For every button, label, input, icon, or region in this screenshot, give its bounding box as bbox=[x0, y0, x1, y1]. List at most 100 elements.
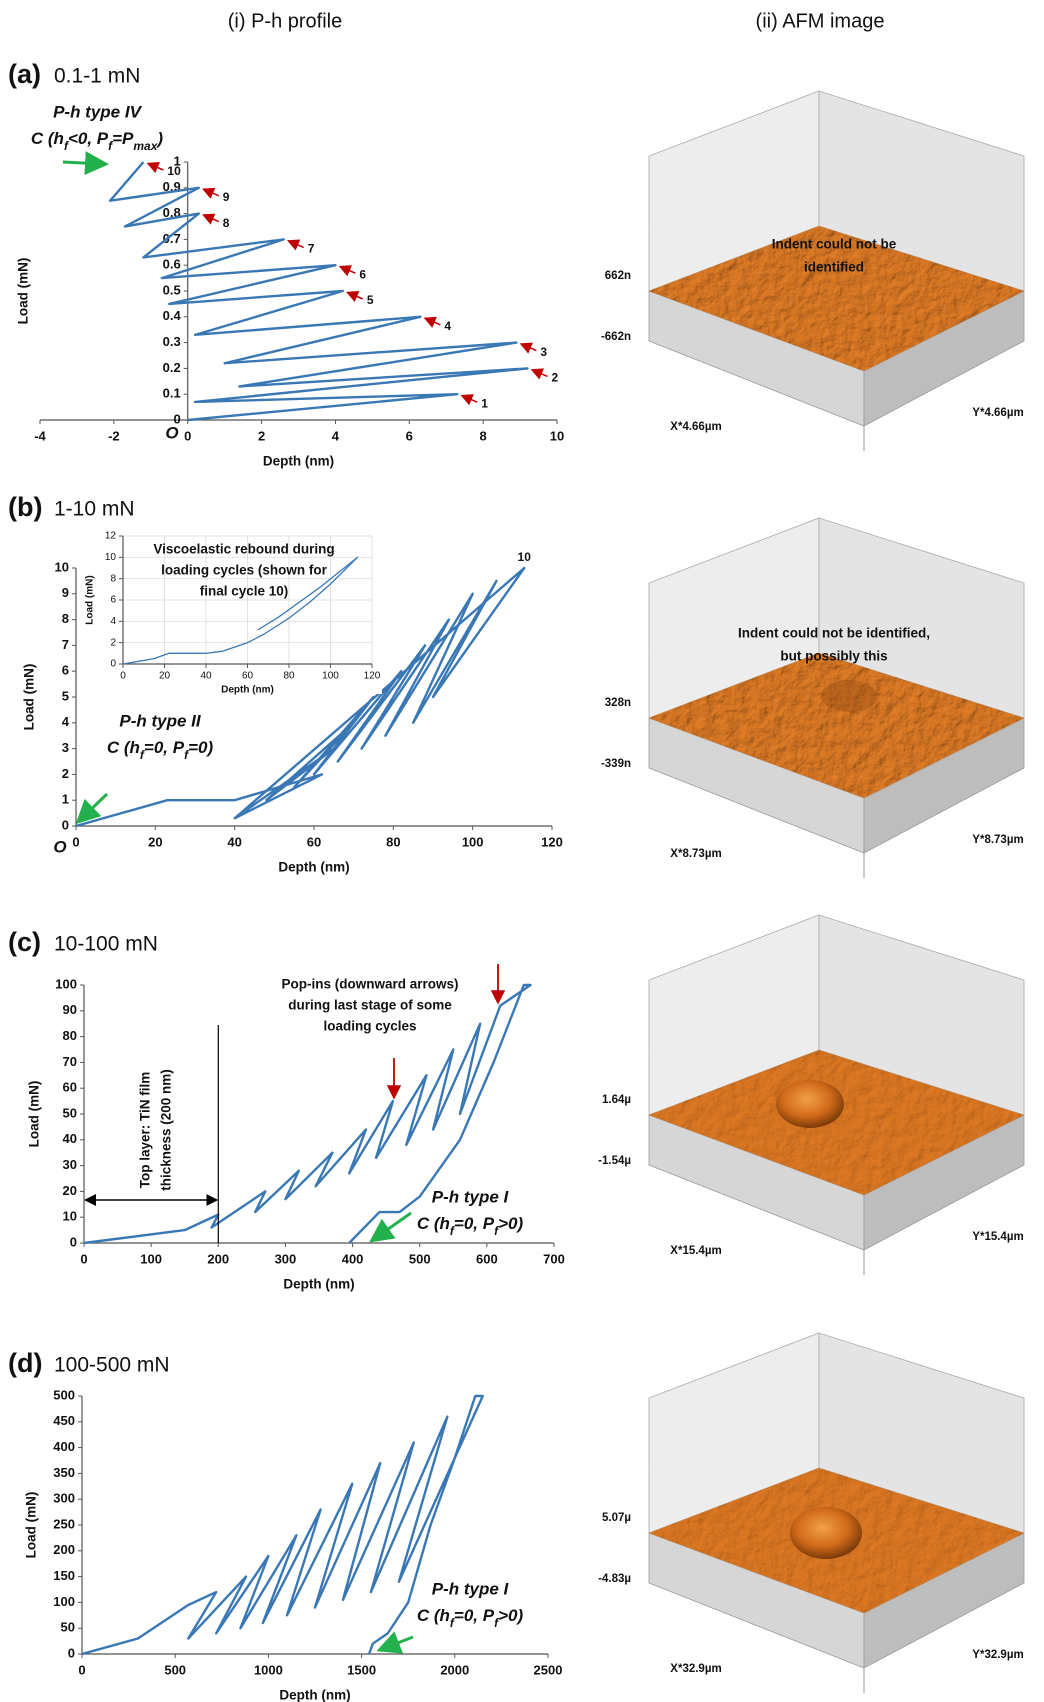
x-axis-label: Depth (nm) bbox=[279, 1688, 350, 1702]
x-tick-label: 40 bbox=[200, 671, 212, 682]
x-tick-label: 100 bbox=[322, 671, 339, 682]
x-tick-label: 120 bbox=[364, 671, 381, 682]
y-tick-label: 500 bbox=[53, 1387, 75, 1402]
y-tick-label: 50 bbox=[63, 1105, 77, 1120]
afm-note: identified bbox=[804, 260, 864, 275]
afm-note: but possibly this bbox=[780, 649, 887, 664]
y-tick-label: 7 bbox=[62, 637, 69, 652]
origin-label: O bbox=[53, 837, 66, 856]
inset-note: Viscoelastic rebound during bbox=[153, 542, 334, 557]
afm-z-bottom: -1.54µ bbox=[598, 1155, 631, 1167]
x-tick-label: 100 bbox=[462, 834, 484, 849]
load-range: 10-100 mN bbox=[54, 933, 158, 956]
condition-label: C (hf=0, Pf>0) bbox=[417, 1214, 524, 1238]
y-tick-label: 0.4 bbox=[163, 308, 182, 323]
cycle-arrow bbox=[205, 190, 219, 196]
x-tick-label: 40 bbox=[227, 834, 241, 849]
afm-x-label: X*15.4µm bbox=[670, 1245, 721, 1257]
inset-note: final cycle 10) bbox=[200, 584, 289, 599]
x-tick-label: 1000 bbox=[254, 1662, 283, 1677]
type-label: P-h type IV bbox=[53, 102, 143, 121]
pointer-arrow bbox=[382, 1637, 413, 1649]
y-tick-label: 450 bbox=[53, 1413, 75, 1428]
y-tick-label: 8 bbox=[110, 573, 116, 584]
y-tick-label: 5 bbox=[62, 688, 69, 703]
type-label: P-h type II bbox=[119, 711, 202, 730]
afm-indent bbox=[790, 1507, 862, 1559]
x-tick-label: 400 bbox=[342, 1251, 364, 1266]
afm-z-bottom: -4.83µ bbox=[598, 1573, 631, 1585]
x-tick-label: 4 bbox=[332, 428, 340, 443]
y-tick-label: 0.7 bbox=[163, 231, 181, 246]
y-tick-label: 0 bbox=[68, 1645, 75, 1660]
afm-z-top: 328n bbox=[605, 697, 631, 709]
afm-z-top: 662n bbox=[605, 270, 631, 282]
popin-note: Pop-ins (downward arrows) bbox=[281, 977, 458, 992]
x-tick-label: 300 bbox=[275, 1251, 297, 1266]
x-tick-label: 80 bbox=[386, 834, 400, 849]
text-part: =0, P bbox=[454, 1606, 495, 1625]
y-axis-label: Load (mN) bbox=[27, 1081, 42, 1148]
y-tick-label: 4 bbox=[62, 714, 70, 729]
x-tick-label: 0 bbox=[120, 671, 126, 682]
cycle-label: 10 bbox=[518, 550, 532, 564]
pointer-arrow bbox=[374, 1213, 411, 1239]
y-tick-label: 0 bbox=[70, 1234, 77, 1249]
x-tick-label: 8 bbox=[480, 428, 487, 443]
x-tick-label: 0 bbox=[72, 834, 79, 849]
y-tick-label: 100 bbox=[53, 1594, 75, 1609]
type-label: P-h type I bbox=[432, 1187, 510, 1206]
popin-note: during last stage of some bbox=[288, 998, 452, 1013]
x-tick-label: 0 bbox=[78, 1662, 85, 1677]
load-range: 0.1-1 mN bbox=[54, 65, 140, 88]
y-tick-label: 40 bbox=[63, 1131, 77, 1146]
x-tick-label: 10 bbox=[550, 428, 564, 443]
panel-label: (b) bbox=[8, 492, 42, 522]
y-tick-label: 20 bbox=[63, 1183, 77, 1198]
x-tick-label: 0 bbox=[80, 1251, 87, 1266]
film-note: thickness (200 nm) bbox=[159, 1069, 174, 1191]
y-tick-label: 6 bbox=[62, 663, 69, 678]
pointer-arrow bbox=[63, 162, 103, 164]
origin-label: O bbox=[165, 423, 178, 442]
x-tick-label: 6 bbox=[406, 428, 413, 443]
x-tick-label: 100 bbox=[140, 1251, 162, 1266]
afm-note: Indent could not be identified, bbox=[738, 626, 930, 641]
text-part: ) bbox=[155, 129, 163, 148]
panel-label: (d) bbox=[8, 1348, 42, 1378]
y-tick-label: 1 bbox=[62, 792, 69, 807]
y-tick-label: 10 bbox=[105, 552, 117, 563]
cycle-label: 6 bbox=[359, 267, 366, 281]
y-tick-label: 8 bbox=[62, 611, 69, 626]
cycle-label: 7 bbox=[308, 242, 315, 256]
y-axis-label: Load (mN) bbox=[22, 664, 37, 731]
cycle-label: 10 bbox=[167, 164, 181, 178]
y-tick-label: 12 bbox=[105, 531, 117, 542]
afm-x-label: X*8.73µm bbox=[670, 848, 721, 860]
x-tick-label: 2 bbox=[258, 428, 265, 443]
afm-z-bottom: -339n bbox=[601, 758, 631, 770]
y-tick-label: 100 bbox=[55, 976, 77, 991]
panel-label: (a) bbox=[8, 59, 41, 89]
text-part: C (h bbox=[417, 1606, 450, 1625]
load-range: 100-500 mN bbox=[54, 1354, 170, 1377]
popin-note: loading cycles bbox=[323, 1019, 416, 1034]
afm-z-top: 1.64µ bbox=[602, 1094, 631, 1106]
y-tick-label: 0.6 bbox=[163, 257, 181, 272]
y-tick-label: 9 bbox=[62, 585, 69, 600]
afm-y-label: Y*4.66µm bbox=[972, 407, 1023, 419]
afm-z-bottom: -662n bbox=[601, 331, 631, 343]
y-tick-label: 6 bbox=[110, 595, 116, 606]
y-tick-label: 50 bbox=[61, 1620, 75, 1635]
x-tick-label: 80 bbox=[283, 671, 295, 682]
cycle-arrow bbox=[205, 216, 219, 222]
afm-note: Indent could not be bbox=[772, 237, 897, 252]
text-part: =P bbox=[112, 129, 134, 148]
x-tick-label: 60 bbox=[242, 671, 254, 682]
cycle-arrow bbox=[290, 241, 304, 247]
y-tick-label: 4 bbox=[110, 616, 116, 627]
inset-note: loading cycles (shown for bbox=[161, 563, 328, 578]
cycle-arrow bbox=[426, 319, 440, 325]
cycle-arrow bbox=[149, 164, 163, 170]
type-label: P-h type I bbox=[432, 1579, 510, 1598]
